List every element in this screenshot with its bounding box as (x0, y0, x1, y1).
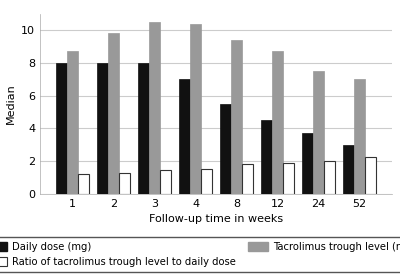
Bar (313, 71, 324, 194)
Bar (365, 157, 376, 194)
Bar (179, 79, 190, 194)
Bar (231, 40, 242, 194)
Bar (56, 63, 67, 194)
Bar (201, 169, 212, 194)
Bar (261, 120, 272, 194)
Bar (272, 52, 283, 194)
Bar (220, 104, 231, 194)
Bar (67, 52, 78, 194)
Bar (138, 63, 149, 194)
Bar (149, 22, 160, 194)
Bar (97, 63, 108, 194)
Bar (354, 79, 365, 194)
Bar (78, 174, 89, 194)
Bar (190, 24, 201, 194)
Bar (108, 33, 119, 194)
Bar (283, 163, 294, 194)
Bar (160, 170, 171, 194)
Bar (119, 173, 130, 194)
Bar (302, 132, 313, 194)
Bar (242, 164, 253, 194)
Y-axis label: Median: Median (6, 83, 16, 124)
Bar (324, 161, 335, 194)
Bar (343, 145, 354, 194)
Legend: Daily dose (mg), Ratio of tacrolimus trough level to daily dose, Tacrolimus trou: Daily dose (mg), Ratio of tacrolimus tro… (0, 237, 400, 272)
X-axis label: Follow-up time in weeks: Follow-up time in weeks (149, 214, 283, 224)
